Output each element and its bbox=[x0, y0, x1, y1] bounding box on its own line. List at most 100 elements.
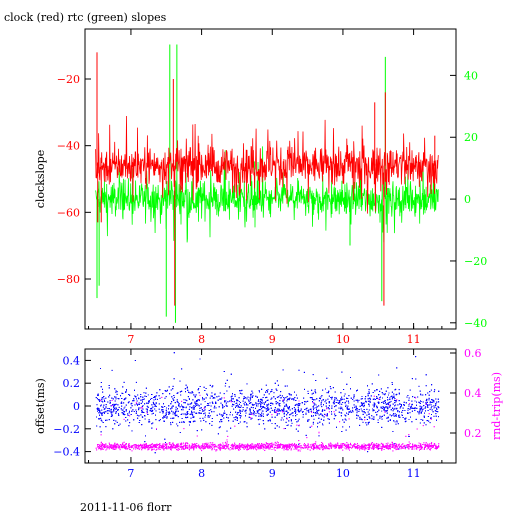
offset-point bbox=[166, 411, 168, 413]
offset-point bbox=[211, 418, 213, 419]
offset-point bbox=[317, 413, 319, 415]
offset-point bbox=[101, 414, 103, 416]
offset-point bbox=[259, 414, 261, 416]
offset-point bbox=[244, 401, 246, 403]
offset-point bbox=[249, 408, 251, 410]
offset-point bbox=[240, 390, 242, 392]
x-tick-label: 11 bbox=[407, 333, 421, 346]
offset-point bbox=[289, 394, 291, 396]
offset-point bbox=[138, 422, 140, 423]
offset-point bbox=[164, 438, 166, 440]
offset-point bbox=[428, 404, 430, 406]
y-left-tick-label: −0.4 bbox=[53, 446, 80, 459]
offset-point bbox=[131, 410, 133, 412]
offset-point bbox=[163, 403, 164, 405]
offset-point bbox=[103, 398, 105, 400]
offset-point bbox=[105, 397, 107, 399]
offset-point bbox=[180, 394, 182, 396]
offset-point bbox=[431, 409, 433, 411]
offset-point bbox=[425, 406, 427, 408]
offset-point bbox=[283, 398, 285, 400]
offset-point bbox=[291, 398, 293, 400]
offset-point bbox=[276, 414, 278, 416]
offset-point bbox=[280, 391, 282, 393]
offset-point bbox=[197, 404, 199, 406]
offset-point bbox=[196, 430, 198, 432]
offset-point bbox=[222, 405, 224, 407]
offset-point bbox=[224, 401, 226, 403]
offset-point bbox=[291, 394, 292, 396]
offset-point bbox=[98, 418, 100, 420]
offset-point bbox=[364, 412, 366, 414]
offset-point bbox=[309, 397, 311, 399]
offset-point bbox=[98, 412, 100, 414]
offset-point bbox=[431, 399, 433, 400]
offset-point bbox=[419, 422, 421, 424]
offset-point bbox=[177, 392, 179, 394]
offset-point bbox=[251, 396, 253, 398]
offset-point bbox=[314, 389, 316, 391]
offset-point bbox=[235, 407, 236, 408]
offset-point bbox=[266, 400, 268, 401]
offset-point bbox=[389, 419, 391, 421]
offset-point bbox=[220, 414, 222, 416]
offset-point bbox=[186, 411, 188, 413]
offset-point bbox=[393, 396, 395, 398]
offset-point bbox=[208, 405, 210, 406]
offset-point bbox=[172, 405, 174, 407]
offset-point bbox=[134, 395, 136, 397]
offset-point bbox=[430, 417, 432, 419]
offset-point bbox=[238, 397, 240, 399]
offset-point bbox=[405, 417, 407, 419]
offset-point bbox=[181, 404, 182, 406]
offset-point bbox=[261, 406, 263, 408]
offset-point bbox=[318, 435, 320, 437]
offset-point bbox=[256, 410, 258, 412]
offset-point bbox=[249, 399, 251, 401]
offset-point bbox=[420, 401, 422, 402]
offset-point bbox=[237, 412, 239, 414]
offset-point bbox=[211, 395, 213, 397]
offset-point bbox=[275, 403, 277, 405]
offset-point bbox=[252, 404, 253, 406]
offset-point bbox=[104, 401, 106, 402]
offset-point bbox=[236, 405, 237, 407]
offset-point bbox=[286, 417, 288, 419]
offset-point bbox=[103, 404, 105, 406]
offset-point bbox=[233, 408, 235, 410]
offset-point bbox=[321, 400, 323, 402]
offset-point bbox=[202, 399, 204, 401]
offset-point bbox=[184, 388, 186, 390]
offset-point bbox=[217, 399, 219, 401]
offset-point bbox=[318, 400, 320, 402]
offset-point bbox=[155, 414, 156, 416]
offset-point bbox=[257, 412, 259, 414]
offset-point bbox=[428, 420, 430, 422]
offset-point bbox=[328, 395, 330, 397]
offset-point bbox=[199, 358, 201, 360]
offset-point bbox=[414, 409, 416, 411]
offset-point bbox=[255, 415, 257, 417]
offset-point bbox=[204, 401, 206, 403]
offset-point bbox=[123, 402, 125, 404]
y-right-tick-label: −20 bbox=[464, 255, 487, 268]
offset-point bbox=[185, 399, 187, 401]
offset-point bbox=[262, 406, 264, 408]
offset-point bbox=[312, 406, 314, 408]
offset-point bbox=[158, 403, 160, 405]
offset-point bbox=[171, 396, 173, 398]
offset-point bbox=[137, 417, 139, 419]
offset-point bbox=[177, 425, 179, 427]
offset-point bbox=[384, 400, 386, 402]
offset-point bbox=[100, 431, 102, 433]
offset-point bbox=[153, 397, 155, 398]
offset-point bbox=[275, 388, 277, 390]
offset-point bbox=[408, 399, 410, 401]
offset-point bbox=[122, 409, 124, 411]
offset-point bbox=[433, 400, 435, 402]
offset-point bbox=[352, 399, 354, 400]
offset-point bbox=[283, 402, 285, 404]
offset-point bbox=[243, 396, 245, 398]
offset-point bbox=[381, 410, 383, 412]
offset-point bbox=[318, 417, 320, 419]
